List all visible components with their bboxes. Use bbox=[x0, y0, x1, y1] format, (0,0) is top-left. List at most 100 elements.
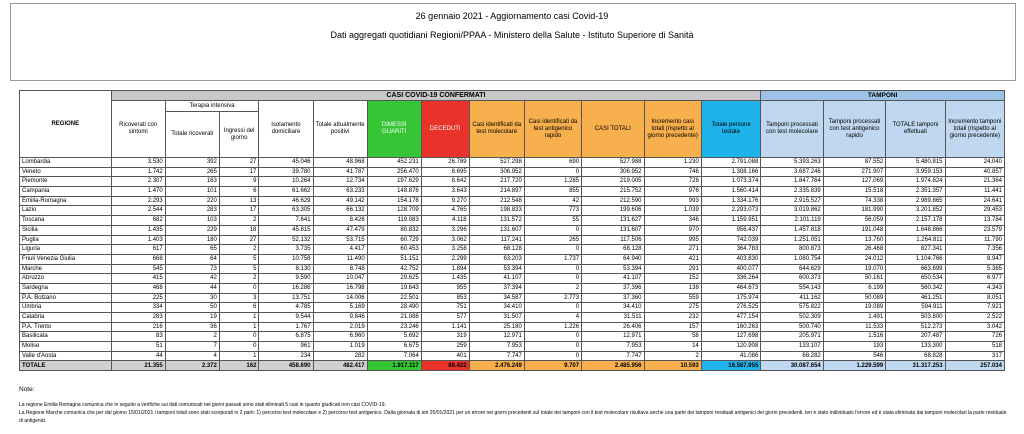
cell-value: 1.403 bbox=[110, 234, 166, 246]
cell-value: 24.641 bbox=[944, 195, 1006, 207]
region-name: Calabria bbox=[19, 312, 112, 323]
group-header: TAMPONI bbox=[760, 90, 1005, 101]
cell-value: 128.709 bbox=[366, 205, 422, 217]
cell-value: 63.305 bbox=[258, 205, 314, 217]
cell-value: 16.798 bbox=[312, 282, 368, 294]
cell-value: 502.309 bbox=[760, 312, 824, 323]
cell-value: 2.335.839 bbox=[760, 186, 824, 197]
cell-value: 1.334.176 bbox=[700, 195, 762, 207]
cell-value: 4.765 bbox=[420, 205, 470, 217]
cell-value: 29.625 bbox=[366, 273, 422, 284]
region-name: Valle d'Aosta bbox=[19, 350, 112, 362]
cell-value: 3.959.153 bbox=[885, 166, 946, 178]
cell-value: 11.490 bbox=[312, 253, 368, 265]
cell-value: 220 bbox=[164, 195, 220, 207]
cell-value: 39.780 bbox=[258, 166, 314, 178]
cell-value: 117.241 bbox=[468, 234, 525, 246]
cell-value: 600.373 bbox=[760, 273, 824, 284]
cell-value: 0 bbox=[523, 244, 583, 255]
cell-value: 400.077 bbox=[700, 263, 762, 275]
cell-value: 2.101.119 bbox=[760, 215, 824, 226]
cell-value: 12.971 bbox=[581, 331, 645, 343]
cell-value: 27 bbox=[218, 157, 260, 168]
column-header: TOTALE tamponi effettuati bbox=[885, 100, 946, 158]
data-row: Toscana 682 103 2 7.641 8.426 119.083 4.118 131.… bbox=[19, 215, 1006, 226]
cell-value: 527.988 bbox=[581, 157, 645, 168]
cell-value: 1 bbox=[218, 312, 260, 323]
cell-value: 193 bbox=[822, 341, 887, 352]
cell-value: 2.019 bbox=[312, 321, 368, 333]
region-name: Toscana bbox=[19, 215, 112, 226]
total-value: 1.229.599 bbox=[822, 360, 887, 372]
cell-value: 2.293 bbox=[110, 195, 166, 207]
cell-value: 477.154 bbox=[700, 312, 762, 323]
cell-value: 1.847.764 bbox=[760, 176, 824, 188]
cell-value: 8.051 bbox=[944, 292, 1006, 304]
region-name: Puglia bbox=[19, 234, 112, 246]
cell-value: 52.132 bbox=[258, 234, 314, 246]
column-header: CASI TOTALI bbox=[581, 100, 645, 158]
note-line: La regione Emilia Romagna comunica che i… bbox=[19, 402, 386, 408]
header-row: Totale ricoverati Ingressi del giorno bbox=[20, 111, 1005, 158]
cell-value: 12.971 bbox=[468, 331, 525, 343]
cell-value: 40.857 bbox=[944, 166, 1006, 178]
cell-value: 283 bbox=[164, 205, 220, 217]
total-value: 482.417 bbox=[312, 360, 368, 372]
cell-value: 7.356 bbox=[944, 244, 1006, 255]
cell-value: 728 bbox=[643, 176, 702, 188]
data-row: Campania 1.470 101 6 61.662 63.233 148.876 3.64… bbox=[19, 186, 1006, 197]
cell-value: 8.748 bbox=[312, 263, 368, 275]
total-value: 10.593 bbox=[643, 360, 702, 372]
cell-value: 1.226 bbox=[523, 321, 583, 333]
cell-value: 44 bbox=[164, 282, 220, 294]
region-name: Friuli Venezia Giulia bbox=[19, 253, 112, 265]
cell-value: 554.143 bbox=[760, 282, 824, 294]
region-name: Veneto bbox=[19, 166, 112, 178]
cell-value: 48.968 bbox=[312, 157, 368, 168]
cell-value: 976 bbox=[643, 186, 702, 197]
cell-value: 119.083 bbox=[366, 215, 422, 226]
cell-value: 2.989.865 bbox=[885, 195, 946, 207]
cell-value: 29.453 bbox=[944, 205, 1006, 217]
cell-value: 127.698 bbox=[700, 331, 762, 343]
cell-value: 64 bbox=[164, 253, 220, 265]
cell-value: 500.740 bbox=[760, 321, 824, 333]
total-value: 162 bbox=[218, 360, 260, 372]
cell-value: 5.365 bbox=[944, 263, 1006, 275]
cell-value: 19.070 bbox=[822, 263, 887, 275]
cell-value: 275 bbox=[643, 302, 702, 313]
cell-value: 403.830 bbox=[700, 253, 762, 265]
cell-value: 198.833 bbox=[468, 205, 525, 217]
cell-value: 461.251 bbox=[885, 292, 946, 304]
cell-value: 9.544 bbox=[258, 312, 314, 323]
cell-value: 26.789 bbox=[420, 157, 470, 168]
cell-value: 468 bbox=[110, 282, 166, 294]
column-header: Totale ricoverati bbox=[164, 111, 220, 158]
cell-value: 45.046 bbox=[258, 157, 314, 168]
cell-value: 3.019.862 bbox=[760, 205, 824, 217]
cell-value: 232 bbox=[643, 312, 702, 323]
cell-value: 5.692 bbox=[366, 331, 422, 343]
cell-value: 1.974.824 bbox=[885, 176, 946, 188]
cell-value: 4.417 bbox=[312, 244, 368, 255]
cell-value: 1.648.866 bbox=[885, 224, 946, 236]
cell-value: 2.293.073 bbox=[700, 205, 762, 217]
cell-value: 60.453 bbox=[366, 244, 422, 255]
cell-value: 56.059 bbox=[822, 215, 887, 226]
cell-value: 148.876 bbox=[366, 186, 422, 197]
cell-value: 1.560.414 bbox=[700, 186, 762, 197]
cell-value: 0 bbox=[523, 302, 583, 313]
cell-value: 10.264 bbox=[258, 176, 314, 188]
cell-value: 2.773 bbox=[523, 292, 583, 304]
cell-value: 207.487 bbox=[885, 331, 946, 343]
cell-value: 6.675 bbox=[366, 341, 422, 352]
cell-value: 1.251.051 bbox=[760, 234, 824, 246]
cell-value: 306.952 bbox=[468, 166, 525, 178]
data-row: P.A. Trento 216 36 1 1.767 2.019 23.246 1.141 25… bbox=[19, 321, 1006, 333]
cell-value: 36 bbox=[164, 321, 220, 333]
notes-label: Note: bbox=[19, 386, 35, 393]
cell-value: 14.006 bbox=[312, 292, 368, 304]
cell-value: 51 bbox=[110, 341, 166, 352]
cell-value: 1.230 bbox=[643, 157, 702, 168]
cell-value: 133.300 bbox=[885, 341, 946, 352]
